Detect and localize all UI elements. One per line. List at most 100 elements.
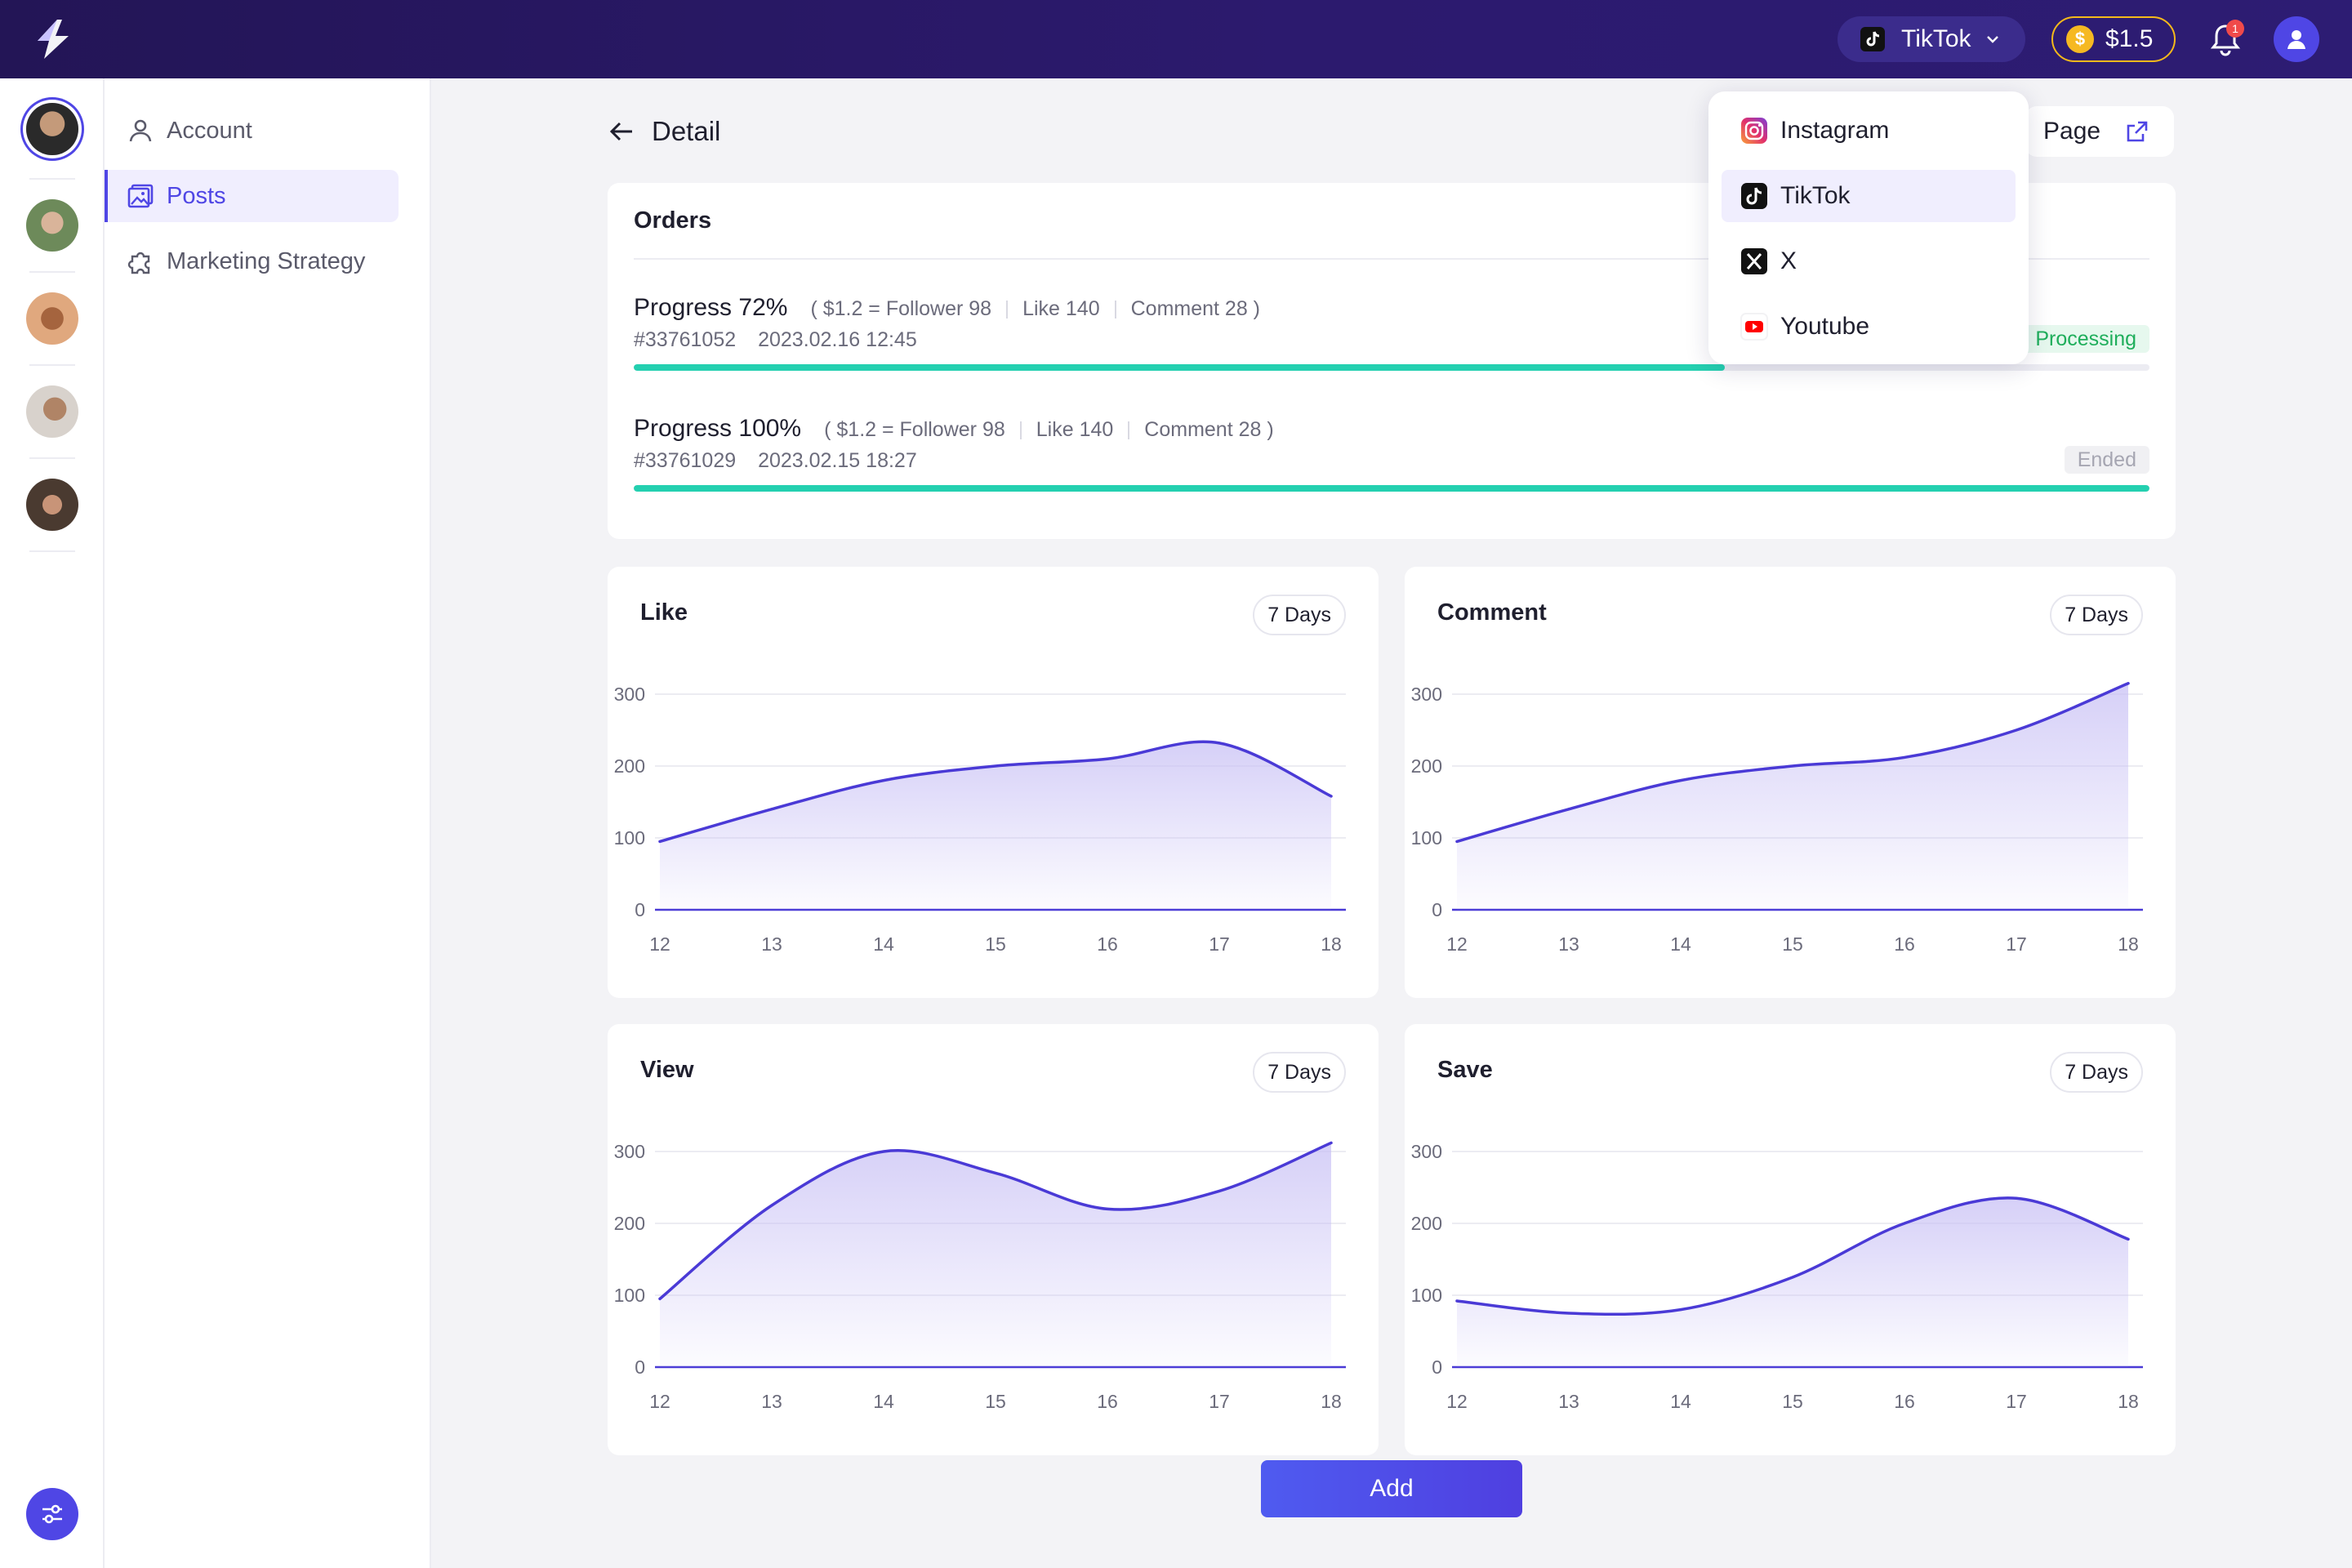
dropdown-item-youtube[interactable]: Youtube — [1722, 301, 2016, 353]
y-tick-label: 200 — [1411, 1213, 1442, 1234]
dropdown-item-instagram[interactable]: Instagram — [1722, 105, 2016, 157]
series-area — [1457, 1197, 2128, 1367]
order-progress-label: Progress 72% — [634, 294, 788, 321]
save-chart-card: Save 7 Days 0 100 200 300 12 13 14 15 16 17 18 — [1405, 1024, 2176, 1455]
data-point — [1679, 1308, 1682, 1312]
order-id: #33761029 — [634, 449, 737, 472]
divider — [1114, 300, 1116, 318]
data-point — [1106, 757, 1109, 760]
image-icon — [127, 184, 154, 208]
order-row[interactable]: Progress 100% ( $1.2 = Follower 98 Like … — [634, 415, 2149, 529]
sidebar-item-posts[interactable]: Posts — [105, 170, 399, 222]
orders-divider — [634, 258, 2149, 260]
add-button[interactable]: Add — [1261, 1460, 1522, 1517]
logo-icon[interactable] — [33, 18, 74, 60]
data-point — [1567, 1312, 1570, 1315]
top-bar: TikTok $ $1.5 1 — [0, 0, 2352, 78]
y-tick-label: 100 — [1411, 827, 1442, 849]
tiktok-icon — [1860, 27, 1885, 51]
range-selector[interactable]: 7 Days — [1253, 1052, 1346, 1093]
data-point — [994, 764, 997, 768]
order-like: Like 140 — [1036, 418, 1114, 441]
data-point — [658, 840, 662, 843]
y-tick-label: 100 — [614, 827, 645, 849]
data-point — [1791, 764, 1794, 768]
divider — [1128, 421, 1130, 439]
like-chart: 0 100 200 300 12 13 14 15 16 17 18 — [614, 684, 1346, 955]
x-tick-label: 16 — [1894, 933, 1915, 955]
arrow-left-icon — [609, 122, 632, 141]
x-tick-label: 14 — [873, 933, 894, 955]
data-point — [1903, 1222, 1906, 1225]
data-point — [882, 779, 885, 782]
view-chart-card: View 7 Days 0 100 200 300 12 13 14 15 16 17 18 — [608, 1024, 1379, 1455]
x-tick-label: 12 — [649, 933, 670, 955]
x-tick-label: 15 — [985, 933, 1006, 955]
range-selector[interactable]: 7 Days — [2050, 1052, 2143, 1093]
sidebar-item-account[interactable]: Account — [105, 105, 399, 157]
puzzle-icon — [127, 252, 150, 274]
order-progress-bar — [634, 485, 2149, 492]
avatar-account-5[interactable] — [26, 479, 78, 531]
avatar-account-2[interactable] — [26, 199, 78, 252]
status-badge: Processing — [2022, 325, 2149, 353]
save-chart: 0 100 200 300 12 13 14 15 16 17 18 — [1411, 1141, 2143, 1412]
x-tick-label: 15 — [985, 1391, 1006, 1412]
range-selector[interactable]: 7 Days — [1253, 595, 1346, 635]
chart-title: View — [640, 1057, 694, 1083]
instagram-icon — [1741, 118, 1767, 144]
dropdown-item-label: Youtube — [1780, 313, 1870, 340]
rail-divider — [29, 457, 75, 459]
platform-selector-button[interactable]: TikTok — [1838, 16, 2025, 62]
back-button[interactable]: Detail — [608, 111, 720, 152]
user-avatar[interactable] — [2274, 16, 2319, 62]
balance-button[interactable]: $ $1.5 — [2051, 16, 2176, 62]
y-tick-label: 100 — [614, 1285, 645, 1306]
data-point — [1903, 755, 1906, 759]
x-tick-label: 13 — [761, 933, 782, 955]
x-tick-label: 14 — [1670, 933, 1691, 955]
avatar-account-1[interactable] — [26, 103, 78, 155]
rail-divider — [29, 550, 75, 552]
avatar-account-3[interactable] — [26, 292, 78, 345]
range-selector[interactable]: 7 Days — [2050, 595, 2143, 635]
order-progress-fill — [634, 364, 1726, 371]
dropdown-item-x[interactable]: X — [1722, 235, 2016, 287]
platform-dropdown: Instagram TikTok X Youtube — [1708, 91, 2029, 364]
platform-label: TikTok — [1901, 25, 1971, 52]
order-progress-bar — [634, 364, 2149, 371]
series-area — [660, 1143, 1331, 1367]
order-meta: #33761029 2023.02.15 18:27 — [634, 449, 933, 473]
data-point — [1218, 742, 1221, 745]
y-tick-label: 200 — [614, 1213, 645, 1234]
data-point — [658, 1297, 662, 1300]
x-tick-label: 13 — [761, 1391, 782, 1412]
order-row[interactable]: Progress 72% ( $1.2 = Follower 98 Like 1… — [634, 294, 2149, 408]
comment-chart-card: Comment 7 Days 0 100 200 300 12 13 14 15 16 17 18 — [1405, 567, 2176, 998]
data-point — [1330, 795, 1333, 798]
dropdown-item-tiktok[interactable]: TikTok — [1722, 170, 2016, 222]
comment-chart: 0 100 200 300 12 13 14 15 16 17 18 — [1411, 682, 2143, 955]
chart-title: Comment — [1437, 599, 1547, 626]
avatar-account-4[interactable] — [26, 385, 78, 438]
sidebar-item-marketing-strategy[interactable]: Marketing Strategy — [105, 235, 399, 287]
page-title: Detail — [652, 116, 721, 146]
data-point — [1218, 1189, 1221, 1192]
y-tick-label: 300 — [614, 684, 645, 705]
user-icon — [2287, 30, 2305, 49]
x-tick-label: 18 — [1321, 933, 1342, 955]
balance-value: $1.5 — [2105, 25, 2154, 52]
order-comment: Comment 28 ) — [1130, 297, 1261, 320]
y-tick-label: 100 — [1411, 1285, 1442, 1306]
y-tick-label: 300 — [614, 1141, 645, 1162]
data-point — [2127, 1237, 2130, 1241]
order-meta: #33761052 2023.02.16 12:45 — [634, 328, 933, 352]
dropdown-item-label: TikTok — [1780, 182, 1851, 209]
rail-divider — [29, 271, 75, 273]
external-link-icon — [2127, 121, 2148, 142]
open-page-button[interactable]: Page — [2025, 106, 2174, 157]
tiktok-icon — [1741, 183, 1767, 209]
order-metrics: ( $1.2 = Follower 98 Like 140 Comment 28… — [824, 418, 1274, 442]
series-area — [1457, 683, 2128, 910]
filter-settings-button[interactable] — [26, 1488, 78, 1540]
